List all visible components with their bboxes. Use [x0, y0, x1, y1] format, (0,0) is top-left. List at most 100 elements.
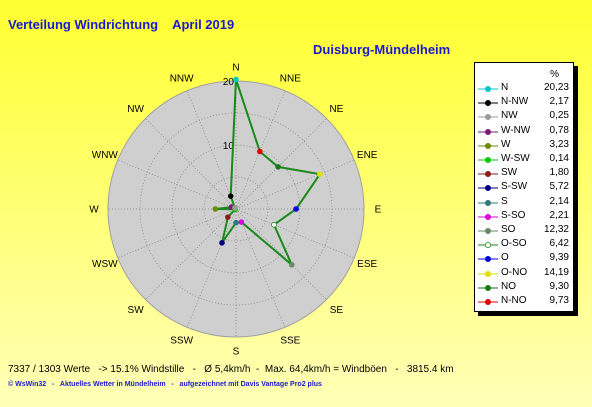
grid-spoke: [235, 159, 355, 210]
direction-label-ese: ESE: [357, 259, 377, 270]
direction-label-nw: NW: [127, 104, 144, 115]
legend-value: 9,39: [549, 252, 569, 264]
grid-spoke: [117, 208, 237, 259]
legend-value: 2,17: [549, 96, 569, 108]
grid-spoke: [235, 208, 327, 300]
scale-label: 20: [223, 77, 235, 88]
legend-label: NW: [501, 110, 518, 122]
legend-item: W-NW 0,78: [475, 125, 573, 139]
direction-label-sw: SW: [128, 305, 145, 316]
data-point-nw: [232, 205, 238, 211]
grid-spoke: [235, 208, 286, 328]
legend-item: NO 9,30: [475, 281, 573, 295]
legend-marker-icon: [478, 171, 498, 178]
legend-label: S-SO: [501, 209, 526, 221]
direction-label-w: W: [89, 205, 99, 216]
legend-marker-icon: [478, 213, 498, 220]
legend-value: 1,80: [549, 167, 569, 179]
direction-label-n: N: [232, 63, 239, 74]
legend-label: N-NW: [501, 96, 529, 108]
grid-spoke: [145, 208, 237, 300]
legend-label: W-NW: [501, 124, 531, 136]
legend-value: 0,25: [549, 110, 569, 122]
chart-title: Verteilung Windrichtung April 2019: [8, 17, 235, 32]
data-point-ene: [317, 171, 323, 178]
grid-spoke: [235, 208, 355, 259]
direction-label-wnw: WNW: [92, 150, 119, 161]
legend-label: N: [501, 82, 509, 93]
data-point-ssw: [219, 240, 225, 246]
legend-marker-icon: [478, 142, 498, 149]
legend: % N 20,23 N-NW 2,17 NW 0,25 W-NW 0,78 W 3,23 W-SW 0…: [474, 62, 574, 312]
data-point-sw: [225, 214, 231, 220]
legend-label: W: [501, 138, 511, 150]
legend-marker-icon: [478, 157, 498, 163]
data-point-w: [212, 206, 219, 212]
legend-marker-icon: [478, 256, 498, 263]
legend-label: O-SO: [501, 238, 527, 250]
direction-label-sse: SSE: [280, 336, 300, 347]
legend-item: N-NW 2,17: [475, 96, 573, 110]
legend-marker-icon: [478, 100, 498, 107]
legend-item: W-SW 0,14: [475, 153, 573, 167]
legend-marker-icon: [478, 128, 498, 135]
grid-spoke: [117, 159, 237, 210]
legend-value: 9,30: [549, 280, 569, 292]
direction-label-ne: NE: [329, 104, 343, 115]
direction-label-ssw: SSW: [170, 336, 193, 347]
legend-value: 2,14: [549, 195, 569, 207]
legend-marker-icon: [478, 86, 498, 92]
legend-marker-icon: [478, 228, 498, 234]
legend-value: 12,32: [543, 224, 569, 235]
scale-label: 10: [223, 141, 235, 152]
legend-item: NW 0,25: [475, 110, 573, 124]
legend-value: 14,19: [543, 266, 569, 278]
grid-spoke: [186, 90, 237, 210]
direction-label-e: E: [375, 205, 382, 216]
legend-marker-icon: [478, 185, 498, 192]
wind-rose-chart: N NNE NE ENE E ESE SE SSE S SSW SW WSW W WNW NW NNW 10 20: [89, 63, 382, 358]
direction-label-wsw: WSW: [92, 259, 118, 270]
legend-marker-icon: [478, 284, 498, 291]
legend-marker-icon: [478, 299, 498, 305]
direction-label-s: S: [233, 347, 240, 358]
station-name: Duisburg-Mündelheim: [313, 42, 451, 57]
legend-value: 20,23: [543, 82, 569, 93]
legend-value: 0,14: [549, 153, 569, 164]
legend-value: 2,21: [549, 209, 569, 221]
legend-item: N-NO 9,73: [475, 295, 573, 309]
legend-value: 9,73: [549, 295, 569, 306]
legend-label: S: [501, 195, 508, 207]
legend-item: S-SO 2,21: [475, 210, 573, 224]
legend-item: O-NO 14,19: [475, 267, 573, 281]
legend-marker-icon: [478, 242, 498, 249]
data-point-nne: [257, 148, 263, 155]
statistics-line: 7337 / 1303 Werte -> 15.1% Windstille - …: [8, 364, 454, 375]
legend-marker-icon: [478, 199, 498, 206]
grid-spoke: [186, 208, 237, 328]
legend-label: O: [501, 252, 509, 264]
data-point-n: [233, 76, 239, 83]
data-point-sse: [238, 219, 245, 225]
data-point-nnw: [227, 193, 234, 199]
legend-label: SW: [501, 167, 518, 179]
legend-item: O 9,39: [475, 252, 573, 266]
data-point-ese: [271, 221, 277, 228]
legend-item: S-SW 5,72: [475, 181, 573, 195]
legend-item: SW 1,80: [475, 167, 573, 181]
grid-spoke: [235, 118, 327, 210]
legend-label: S-SW: [501, 181, 528, 193]
legend-label: W-SW: [501, 153, 530, 164]
direction-label-se: SE: [330, 305, 344, 316]
direction-label-nne: NNE: [280, 73, 301, 84]
legend-item: SO 12,32: [475, 224, 573, 238]
data-point-e: [293, 206, 299, 212]
legend-label: SO: [501, 224, 516, 235]
grid-circle: [203, 176, 269, 242]
legend-label: O-NO: [501, 266, 528, 278]
legend-label: N-NO: [501, 295, 527, 306]
legend-marker-icon: [478, 114, 498, 121]
direction-label-nnw: NNW: [170, 73, 194, 84]
data-point-ne: [275, 164, 281, 170]
legend-value: 5,72: [549, 181, 569, 193]
